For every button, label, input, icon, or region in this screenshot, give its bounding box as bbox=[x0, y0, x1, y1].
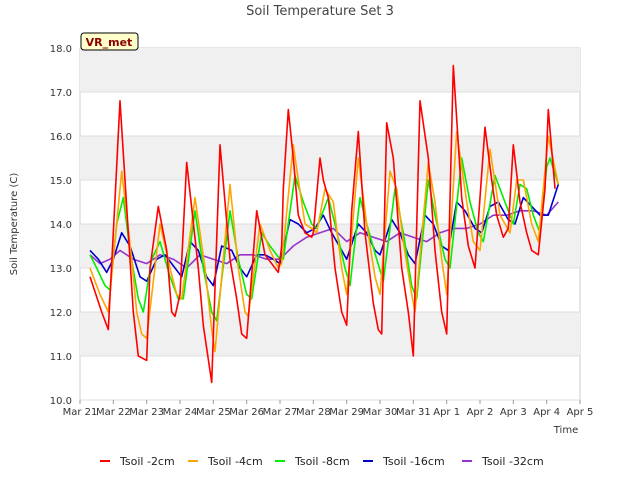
legend-item: Tsoil -8cm bbox=[275, 455, 350, 468]
grid-band bbox=[80, 312, 580, 356]
legend-label: Tsoil -4cm bbox=[207, 455, 263, 468]
x-tick-label: Apr 3 bbox=[500, 407, 527, 418]
grid-bands bbox=[80, 48, 580, 401]
x-axis-label: Time bbox=[553, 425, 578, 436]
x-tick-label: Apr 4 bbox=[533, 407, 560, 418]
legend-item: Tsoil -32cm bbox=[462, 455, 544, 468]
y-tick-label: 15.0 bbox=[50, 176, 72, 187]
x-tick-label: Mar 25 bbox=[196, 407, 231, 418]
y-tick-label: 18.0 bbox=[50, 44, 72, 55]
y-tick-label: 12.0 bbox=[50, 308, 72, 319]
y-tick-label: 10.0 bbox=[50, 396, 72, 407]
series-line-tsoil2cm bbox=[89, 64, 556, 384]
legend-label: Tsoil -8cm bbox=[294, 455, 350, 468]
x-tick-label: Mar 30 bbox=[363, 407, 398, 418]
series-lines bbox=[89, 64, 560, 384]
legend-label: Tsoil -16cm bbox=[382, 455, 445, 468]
x-tick-label: Mar 27 bbox=[263, 407, 298, 418]
y-tick-label: 14.0 bbox=[50, 220, 72, 231]
x-tick-label: Mar 24 bbox=[163, 407, 198, 418]
site-label-box: VR_met bbox=[80, 32, 139, 51]
y-tick-label: 16.0 bbox=[50, 132, 72, 143]
grid-band bbox=[80, 136, 580, 180]
legend-item: Tsoil -4cm bbox=[188, 455, 263, 468]
x-tick-label: Mar 21 bbox=[63, 407, 98, 418]
y-tick-label: 13.0 bbox=[50, 264, 72, 275]
y-axis-label: Soil Temperature (C) bbox=[9, 173, 20, 276]
chart-title: Soil Temperature Set 3 bbox=[246, 4, 394, 19]
x-tick-label: Mar 22 bbox=[96, 407, 131, 418]
x-tick-label: Mar 28 bbox=[296, 407, 331, 418]
grid-band bbox=[80, 48, 580, 92]
series-line-tsoil8cm bbox=[89, 157, 560, 322]
legend-item: Tsoil -2cm bbox=[100, 455, 175, 468]
y-tick-label: 11.0 bbox=[50, 352, 72, 363]
y-axis-ticks: 10.0 11.0 12.0 13.0 14.0 15.0 16.0 17.0 18.0 bbox=[50, 44, 72, 407]
legend-label: Tsoil -2cm bbox=[119, 455, 175, 468]
site-label: VR_met bbox=[86, 36, 133, 49]
legend-label: Tsoil -32cm bbox=[481, 455, 544, 468]
x-tick-label: Mar 26 bbox=[229, 407, 264, 418]
x-tick-label: Apr 2 bbox=[467, 407, 494, 418]
y-tick-label: 17.0 bbox=[50, 88, 72, 99]
legend-item: Tsoil -16cm bbox=[363, 455, 445, 468]
legend: Tsoil -2cm Tsoil -4cm Tsoil -8cm Tsoil -16c… bbox=[100, 455, 544, 468]
x-tick-label: Mar 31 bbox=[396, 407, 431, 418]
x-tick-label: Mar 23 bbox=[129, 407, 164, 418]
x-tick-label: Apr 1 bbox=[433, 407, 460, 418]
x-tick-label: Mar 29 bbox=[329, 407, 364, 418]
series-line-tsoil32cm bbox=[89, 201, 559, 269]
x-tick-label: Apr 5 bbox=[567, 407, 594, 418]
